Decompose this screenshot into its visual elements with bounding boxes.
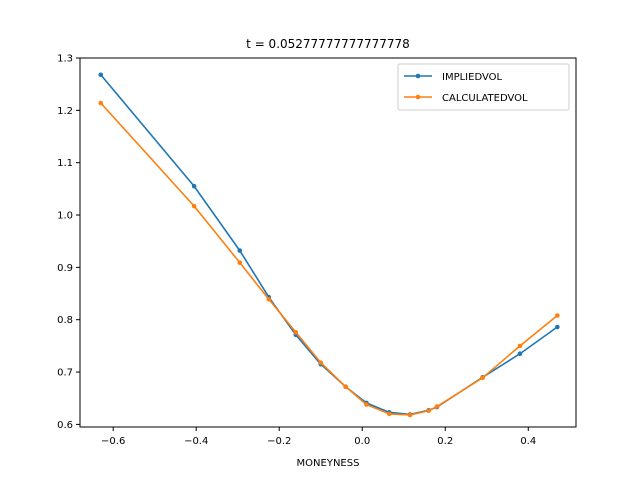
legend-marker	[415, 73, 421, 79]
data-point	[237, 260, 243, 265]
data-point	[191, 203, 197, 209]
data-point	[98, 100, 104, 106]
y-tick-label: 1.2	[57, 106, 73, 117]
data-point	[386, 411, 392, 417]
data-point	[517, 343, 523, 349]
x-tick-label: −0.6	[101, 436, 125, 447]
y-tick-label: 0.7	[57, 368, 73, 379]
x-tick-label: 0.0	[354, 436, 370, 447]
data-point	[293, 329, 299, 335]
axes-frame	[79, 57, 577, 428]
y-tick-label: 1.0	[57, 211, 73, 222]
data-point	[434, 404, 440, 409]
data-point	[343, 384, 348, 390]
chart-title: t = 0.05277777777777778	[246, 37, 410, 51]
x-tick-label: 0.2	[437, 436, 453, 447]
plot-area	[98, 72, 560, 418]
data-point	[407, 412, 413, 418]
series-line-0	[100, 74, 558, 416]
data-point	[555, 324, 560, 330]
x-tick-label: −0.4	[184, 436, 208, 447]
data-point	[426, 408, 431, 414]
data-point	[266, 296, 272, 302]
data-point	[517, 351, 523, 357]
legend-frame	[397, 63, 570, 111]
y-tick-label: 0.9	[57, 263, 73, 274]
data-point	[237, 248, 243, 253]
legend-marker	[415, 94, 421, 100]
x-axis-label: MONEYNESS	[297, 458, 360, 469]
data-point	[364, 402, 369, 407]
data-point	[191, 183, 197, 189]
y-tick-label: 1.1	[57, 158, 73, 169]
data-point	[555, 313, 560, 318]
data-point	[318, 360, 324, 365]
y-tick-label: 1.3	[57, 54, 73, 65]
y-tick-label: 0.8	[57, 315, 73, 326]
data-point	[480, 375, 485, 381]
legend: IMPLIEDVOL CALCULATEDVOL	[397, 63, 570, 111]
y-tick-label: 0.6	[57, 420, 73, 431]
legend-label: IMPLIEDVOL	[442, 72, 503, 83]
x-tick-label: 0.4	[520, 436, 536, 447]
x-tick-label: −0.2	[267, 436, 291, 447]
legend-label: CALCULATEDVOL	[442, 93, 528, 104]
axes: −0.6 −0.4 −0.2 0.0 0.2 0.4 0.6 0.7 0.8 0.9 1.0 1.1 1…	[57, 54, 577, 447]
data-point	[98, 72, 104, 78]
series-line-1	[100, 102, 558, 416]
